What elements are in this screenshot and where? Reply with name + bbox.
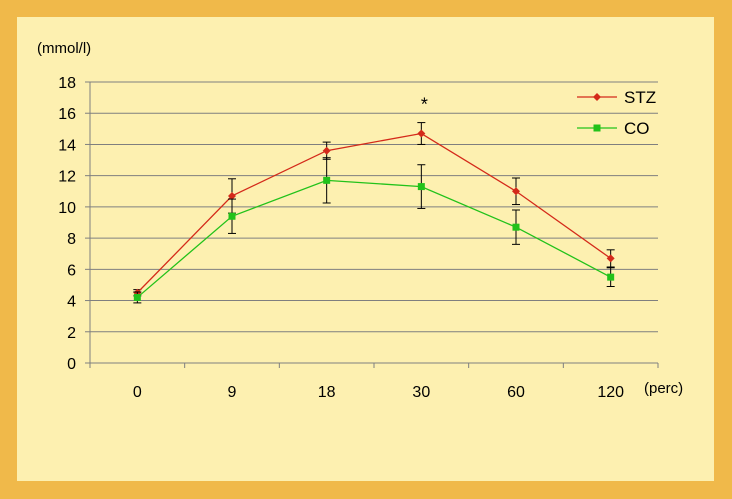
legend: STZ CO [577,88,656,138]
data-point [322,146,331,155]
y-tick-label: 4 [67,294,76,311]
gridlines [90,81,658,333]
x-tick-label-9: 9 [228,384,237,401]
legend-label-stz: STZ [624,88,656,107]
x-axis-label: (perc) [644,380,683,397]
axes [85,81,659,368]
legend-marker-co [593,124,601,132]
series-layer [133,122,615,304]
data-point [512,223,520,231]
line-chart: 0 2 4 6 8 10 12 14 16 18 0 9 18 30 60 120 (mmol/l) (per… [37,40,683,401]
legend-marker-stz [593,93,601,101]
y-tick-label: 0 [67,356,76,373]
y-tick-label: 2 [67,325,76,342]
series-line-co [136,179,611,298]
y-tick-label: 14 [58,137,76,154]
chart-frame: 0 2 4 6 8 10 12 14 16 18 0 9 18 30 60 120 (mmol/l) (per… [17,17,714,481]
data-point [512,187,520,196]
y-tick-label: 16 [58,106,76,123]
series-co [133,157,615,304]
x-tick-label-60: 60 [507,384,525,401]
y-axis-label: (mmol/l) [37,40,91,57]
legend-item-co: CO [577,119,650,138]
y-tick-label: 6 [67,262,76,279]
y-tick-label: 10 [58,200,76,217]
tick-labels: 0 2 4 6 8 10 12 14 16 18 0 9 18 30 60 120 [58,75,624,401]
legend-item-stz: STZ [577,88,656,107]
data-point [606,254,615,263]
y-tick-label: 12 [58,169,76,186]
significance-asterisk: * [421,95,428,115]
legend-label-co: CO [624,119,650,138]
y-tick-label: 8 [67,231,76,248]
data-point [133,293,141,301]
data-point [228,191,236,200]
data-point [607,273,615,281]
series-stz [133,122,615,297]
series-line-stz [136,132,612,294]
x-tick-label-0: 0 [133,384,142,401]
data-point [417,129,426,138]
data-point [417,183,425,191]
y-tick-label: 18 [58,75,76,92]
data-point [323,176,331,184]
x-tick-label-120: 120 [597,384,624,401]
x-tick-label-18: 18 [318,384,336,401]
data-point [228,212,236,220]
x-tick-label-30: 30 [412,384,430,401]
